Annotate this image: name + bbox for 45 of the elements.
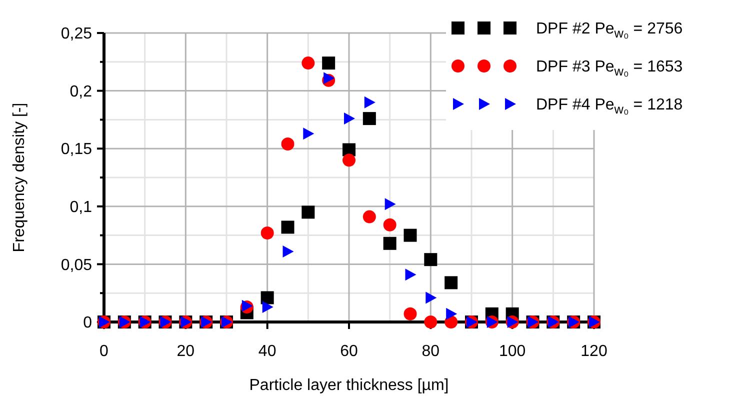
y-tick-label: 0,15 xyxy=(60,141,92,158)
point xyxy=(303,128,314,140)
y-tick-label: 0,25 xyxy=(60,26,92,43)
y-axis-title: Frequency density [-] xyxy=(11,102,28,252)
legend-label: DPF #2 Pe$_{w₀}$ = 2756 xyxy=(536,20,683,40)
point xyxy=(302,56,315,70)
legend-label: DPF #3 Pe$_{w₀}$ = 1653 xyxy=(536,58,683,78)
point xyxy=(362,112,376,126)
x-tick-label: 40 xyxy=(258,343,276,360)
point xyxy=(446,308,458,320)
point xyxy=(364,96,376,108)
point xyxy=(444,276,458,290)
x-tick-label: 100 xyxy=(498,343,526,360)
point xyxy=(322,56,336,70)
point xyxy=(260,226,274,240)
x-tick-label: 20 xyxy=(176,343,195,360)
x-tick-label: 120 xyxy=(580,343,608,360)
point xyxy=(404,307,417,320)
x-tick-label: 60 xyxy=(340,343,358,360)
point xyxy=(424,316,438,328)
point xyxy=(405,268,416,281)
point xyxy=(362,210,376,224)
point xyxy=(383,218,396,232)
point xyxy=(383,236,396,250)
point xyxy=(404,228,417,242)
y-tick-label: 0 xyxy=(83,314,92,332)
x-tick-label: 80 xyxy=(422,343,440,360)
point xyxy=(344,112,355,125)
point xyxy=(282,245,294,258)
point xyxy=(281,220,294,234)
point xyxy=(426,292,437,304)
point xyxy=(302,206,315,219)
point xyxy=(342,154,356,167)
point xyxy=(384,198,396,210)
legend-label: DPF #4 Pe$_{w₀}$ = 1218 xyxy=(536,96,683,116)
point xyxy=(324,72,335,84)
y-tick-label: 0,2 xyxy=(70,83,92,100)
point xyxy=(260,291,274,304)
point xyxy=(262,300,274,313)
y-tick-label: 0,1 xyxy=(70,199,92,216)
y-tick-label: 0,05 xyxy=(60,256,92,274)
point xyxy=(424,253,438,266)
x-tick-label: 0 xyxy=(100,343,109,360)
x-axis-title: Particle layer thickness [µm] xyxy=(249,377,449,394)
point xyxy=(281,137,294,150)
